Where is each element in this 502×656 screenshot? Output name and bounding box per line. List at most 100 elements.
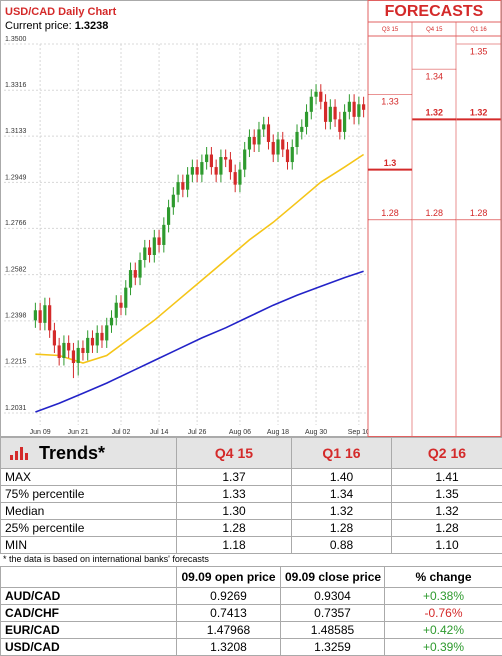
candle-body <box>357 104 361 117</box>
table-row: EUR/CAD 1.47968 1.48585 +0.42% <box>0 621 502 639</box>
row-label: 25% percentile <box>0 519 177 537</box>
y-tick-label: 1.2766 <box>5 220 27 227</box>
table-row: Median 1.30 1.32 1.32 <box>0 502 502 520</box>
candle-body <box>228 159 233 173</box>
table-cell: +0.38% <box>384 587 502 605</box>
table-cell: 1.37 <box>176 468 292 486</box>
candle-body <box>247 136 252 150</box>
candle-body <box>328 106 332 122</box>
column-header: 09.09 open price <box>176 566 281 588</box>
column-header: 09.09 close price <box>280 566 385 588</box>
candle-body <box>352 101 356 117</box>
forecast-title: FORECASTS <box>385 3 484 20</box>
candle-body <box>181 182 185 190</box>
candle-body <box>205 154 209 163</box>
candle-body <box>295 131 299 147</box>
candle-body <box>338 119 342 132</box>
column-header: Q2 16 <box>391 437 502 469</box>
trends-title-cell: Trends* <box>0 437 177 469</box>
chart: USD/CAD Daily Chart Current price: 1.323… <box>0 0 502 437</box>
candle-body <box>224 157 228 160</box>
y-tick-label: 1.2031 <box>5 405 27 412</box>
candle-body <box>233 172 237 185</box>
forecast-value: 1.3 <box>384 158 397 168</box>
candle-body <box>57 345 61 358</box>
x-tick-label: Sep 10 <box>348 429 370 436</box>
y-tick-label: 1.2949 <box>5 174 27 181</box>
candle-body <box>52 330 57 346</box>
table-cell: 1.10 <box>391 536 502 554</box>
candle-body <box>285 149 290 163</box>
candle-body <box>266 124 271 142</box>
candle-body <box>114 302 118 318</box>
table-cell: 1.35 <box>391 485 502 503</box>
candle-body <box>90 337 95 346</box>
candle-body <box>214 167 218 175</box>
y-tick-label: 1.3500 <box>5 36 27 43</box>
footnote: * the data is based on international ban… <box>3 554 209 564</box>
table-cell: 1.33 <box>176 485 292 503</box>
table-row: USD/CAD 1.3208 1.3259 +0.39% <box>0 638 502 656</box>
table-row: CAD/CHF 0.7413 0.7357 -0.76% <box>0 604 502 622</box>
candle-body <box>162 224 166 245</box>
table-cell: 0.9304 <box>280 587 385 605</box>
table-row: 75% percentile 1.33 1.34 1.35 <box>0 485 502 503</box>
table-cell: 1.3259 <box>280 638 385 656</box>
candle-body <box>86 337 90 353</box>
candle-body <box>62 342 66 358</box>
forecast-column-label: Q4 15 <box>426 27 443 33</box>
table-cell: 1.28 <box>391 519 502 537</box>
candle-body <box>323 101 328 122</box>
candle-body <box>243 149 247 170</box>
table-cell: +0.42% <box>384 621 502 639</box>
current-price-label: Current price: <box>5 20 72 32</box>
chart-subtitle: Current price: 1.3238 <box>5 20 108 32</box>
candle-body <box>309 96 313 112</box>
forecast-column-label: Q1 16 <box>470 27 487 33</box>
average-line <box>35 153 365 364</box>
candle-body <box>124 287 128 308</box>
candle-body <box>105 325 109 341</box>
candle-body <box>171 194 175 208</box>
table-cell: 1.32 <box>291 502 392 520</box>
forecast-value: 1.34 <box>426 71 444 81</box>
table-cell: -0.76% <box>384 604 502 622</box>
forecast-frame <box>367 0 502 437</box>
table-cell: 1.48585 <box>280 621 385 639</box>
candle-body <box>152 237 156 256</box>
forecast-value: 1.28 <box>470 208 488 218</box>
candle-body <box>276 139 280 155</box>
candle-body <box>314 91 318 97</box>
table-cell: 0.9269 <box>176 587 281 605</box>
forecast-column-label: Q3 15 <box>382 27 399 33</box>
chart-title: USD/CAD Daily Chart <box>5 6 117 18</box>
column-header: Q1 16 <box>291 437 392 469</box>
candle-body <box>100 332 104 341</box>
x-tick-label: Aug 30 <box>305 429 327 436</box>
corner-cell <box>0 566 177 588</box>
candle-body <box>67 342 71 351</box>
candle-body <box>71 350 76 364</box>
candle-body <box>33 310 37 321</box>
candle-body <box>128 270 133 288</box>
candle-body <box>43 305 47 323</box>
table-cell: 1.28 <box>176 519 292 537</box>
candle-body <box>347 101 351 112</box>
x-tick-label: Jun 09 <box>30 429 51 436</box>
candle-body <box>252 136 256 145</box>
candle-body <box>81 347 85 353</box>
x-tick-label: Jul 02 <box>112 429 131 436</box>
forecast-value: 1.32 <box>470 108 488 118</box>
candle-body <box>271 141 275 155</box>
candle-body <box>38 310 42 323</box>
forecast-value: 1.32 <box>426 108 444 118</box>
row-label: Median <box>0 502 177 520</box>
candle-body <box>133 270 137 278</box>
forecast-value: 1.33 <box>381 97 399 107</box>
candle-body <box>257 129 261 145</box>
forecast-panel: FORECASTS Q3 15 1.33 1.3 1.28 Q4 15 1.34 1.32 1… <box>367 0 502 437</box>
table-cell: 0.7357 <box>280 604 385 622</box>
table-row: 25% percentile 1.28 1.28 1.28 <box>0 519 502 537</box>
row-label: MIN <box>0 536 177 554</box>
